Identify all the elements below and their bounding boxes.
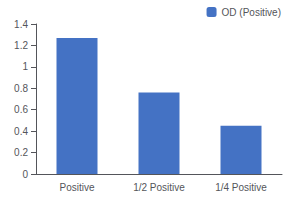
svg-text:OD (Positive): OD (Positive) <box>222 7 281 18</box>
svg-text:1: 1 <box>22 61 28 72</box>
svg-text:0.2: 0.2 <box>14 147 28 158</box>
svg-text:1/4 Positive: 1/4 Positive <box>215 182 267 193</box>
svg-text:1.4: 1.4 <box>14 19 28 30</box>
svg-text:Positive: Positive <box>59 182 94 193</box>
svg-text:0.6: 0.6 <box>14 104 28 115</box>
svg-text:1/2 Positive: 1/2 Positive <box>133 182 185 193</box>
svg-text:0.8: 0.8 <box>14 83 28 94</box>
svg-text:0.4: 0.4 <box>14 126 28 137</box>
svg-text:1.2: 1.2 <box>14 40 28 51</box>
svg-text:0: 0 <box>22 169 28 180</box>
